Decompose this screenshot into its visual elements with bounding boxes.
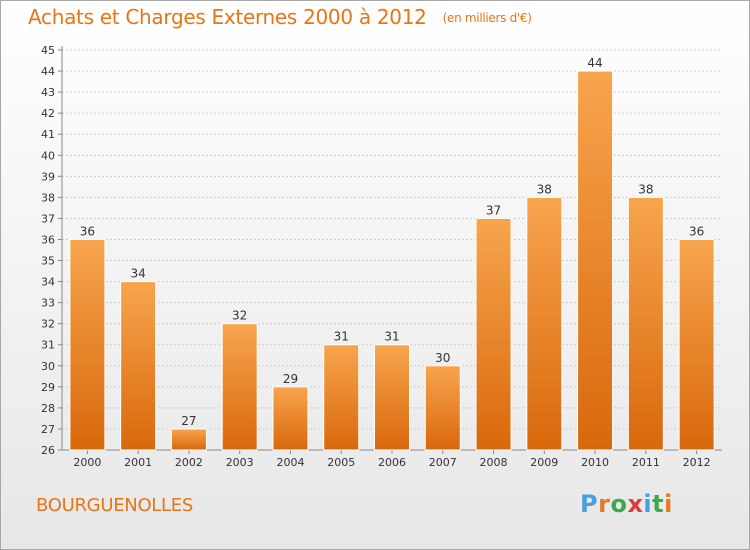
bar-2012	[678, 238, 715, 451]
y-tick-label: 30	[41, 360, 55, 373]
value-label-2003: 32	[232, 309, 247, 323]
bar-2008	[475, 217, 512, 451]
value-label-2012: 36	[689, 224, 704, 238]
y-tick-label: 28	[41, 402, 55, 415]
logo-letter: o	[610, 490, 628, 518]
x-tick-label-2006: 2006	[378, 456, 406, 469]
x-tick-label-2009: 2009	[530, 456, 558, 469]
y-tick-label: 39	[41, 170, 55, 183]
y-tick-label: 32	[41, 318, 55, 331]
bar-2000	[69, 238, 106, 451]
value-label-2007: 30	[435, 351, 450, 365]
x-tick-label-2001: 2001	[124, 456, 152, 469]
proxiti-logo: Proxiti	[580, 490, 673, 518]
bar-2007	[424, 365, 461, 451]
value-label-2004: 29	[283, 372, 298, 386]
value-label-2008: 37	[486, 203, 501, 217]
x-tick-label-2007: 2007	[429, 456, 457, 469]
value-label-2011: 38	[638, 182, 653, 196]
value-label-2010: 44	[587, 56, 602, 70]
x-tick-label-2004: 2004	[276, 456, 304, 469]
bar-2011	[627, 196, 664, 451]
x-tick-label-2010: 2010	[581, 456, 609, 469]
y-tick-label: 41	[41, 128, 55, 141]
y-tick-label: 34	[41, 276, 55, 289]
value-label-2006: 31	[384, 330, 399, 344]
grid-lines	[62, 49, 722, 451]
bar-2010	[577, 70, 614, 451]
y-tick-label: 26	[41, 444, 55, 457]
bar-2004	[272, 386, 309, 451]
y-tick-label: 40	[41, 149, 55, 162]
logo-letter: P	[580, 490, 599, 518]
y-tick-label: 27	[41, 423, 55, 436]
labels: 26 27 28 29 30 31 32 33 34 35 36 37 38 39 40 41 42 43 44 45…	[41, 44, 711, 469]
value-label-2000: 36	[80, 224, 95, 238]
bar-2006	[374, 344, 410, 451]
logo-letter: t	[652, 490, 665, 518]
x-tick-label-2002: 2002	[175, 456, 203, 469]
value-label-2005: 31	[334, 330, 349, 344]
y-tick-label: 44	[41, 65, 55, 78]
x-tick-label-2000: 2000	[73, 456, 101, 469]
x-tick-label-2008: 2008	[480, 456, 508, 469]
bar-2002	[170, 428, 207, 451]
y-tick-label: 43	[41, 86, 55, 99]
chart-unit: (en milliers d'€)	[442, 11, 532, 25]
bars	[69, 70, 715, 451]
y-tick-label: 33	[41, 297, 55, 310]
y-tick-label: 37	[41, 212, 55, 225]
x-tick-label-2005: 2005	[327, 456, 355, 469]
bar-2005	[323, 344, 360, 451]
value-label-2002: 27	[181, 414, 196, 428]
y-tick-label: 45	[41, 44, 55, 57]
logo-letter: i	[664, 490, 673, 518]
bar-2001	[120, 281, 157, 451]
y-tick-label: 36	[41, 233, 55, 246]
y-tick-label: 29	[41, 381, 55, 394]
location-name: BOURGUENOLLES	[36, 495, 193, 516]
x-tick-label-2003: 2003	[226, 456, 254, 469]
chart-title: Achats et Charges Externes 2000 à 2012 (…	[28, 5, 532, 29]
x-tick-label-2012: 2012	[683, 456, 711, 469]
logo-letter: r	[598, 490, 611, 518]
chart-title-text: Achats et Charges Externes 2000 à 2012	[28, 5, 427, 29]
logo-letter: x	[627, 490, 644, 518]
value-label-2009: 38	[537, 182, 552, 196]
y-tick-label: 35	[41, 255, 55, 268]
bar-2003	[221, 323, 258, 451]
value-label-2001: 34	[131, 267, 146, 281]
bar-2009	[526, 196, 563, 451]
x-tick-label-2011: 2011	[632, 456, 660, 469]
y-tick-label: 31	[41, 339, 55, 352]
y-tick-label: 38	[41, 191, 55, 204]
y-tick-label: 42	[41, 107, 55, 120]
logo-letter: i	[643, 490, 653, 518]
